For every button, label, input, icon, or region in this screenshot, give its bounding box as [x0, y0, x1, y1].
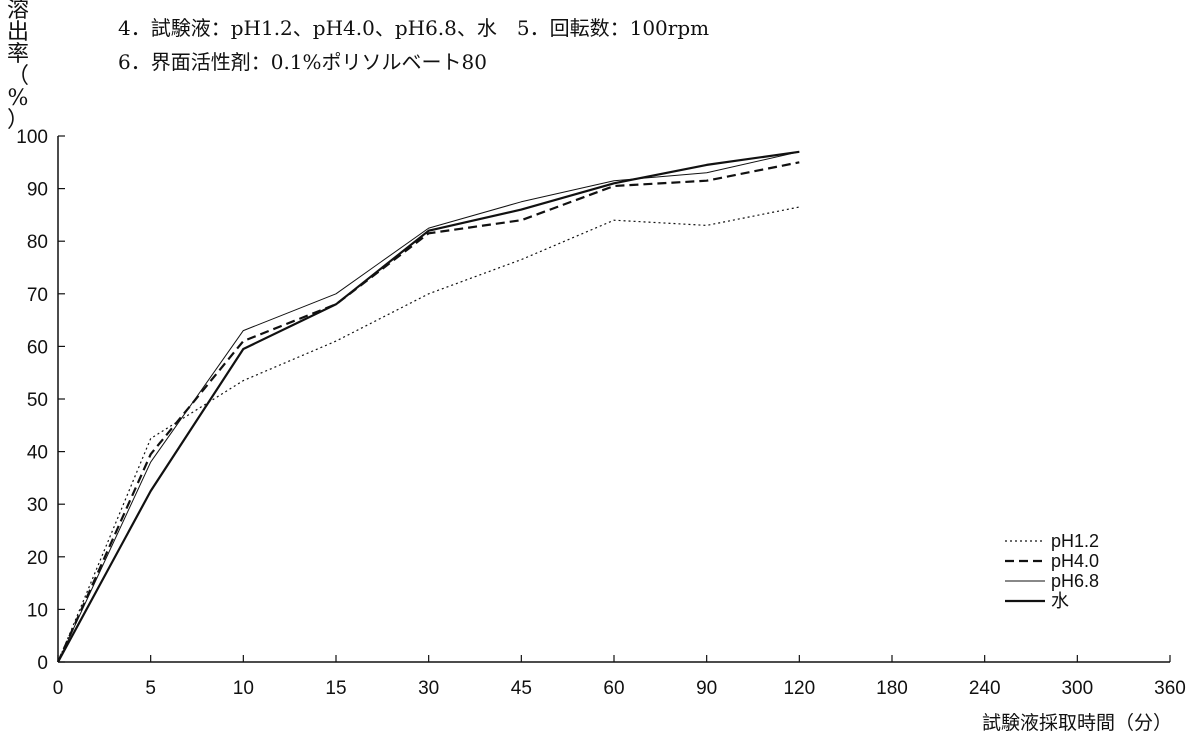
legend-label: pH6.8 [1051, 571, 1099, 591]
x-axis-label: 試験液採取時間（分） [981, 712, 1172, 734]
legend-label: pH1.2 [1051, 531, 1099, 551]
x-tick-label: 45 [511, 678, 532, 699]
x-tick-label: 0 [53, 678, 64, 699]
y-axis-label: 溶出率（%） [4, 0, 32, 132]
x-tick-label: 120 [783, 678, 815, 699]
x-tick-label: 300 [1061, 678, 1093, 699]
x-tick-label: 90 [696, 678, 717, 699]
y-tick-label: 100 [16, 127, 48, 148]
x-tick-label: 180 [876, 678, 908, 699]
y-tick-label: 40 [27, 443, 48, 464]
series-line-1 [57, 206, 800, 663]
test-conditions-line-1: 4．試験液：pH1.2、pH4.0、pH6.8、水 5．回転数：100rpm [118, 16, 710, 40]
y-axis-label-char: （ [6, 64, 29, 89]
legend-label: pH4.0 [1051, 551, 1099, 571]
series-line-3 [57, 151, 800, 663]
series-line-4 [57, 150, 800, 663]
y-tick-label: 80 [27, 232, 48, 253]
y-tick-label: 20 [27, 548, 48, 569]
legend-label: 水 [1051, 591, 1069, 611]
x-tick-label: 15 [325, 678, 346, 699]
y-axis-label-char: 率 [6, 42, 29, 67]
y-axis-label-char: ） [6, 108, 29, 133]
x-tick-label: 30 [418, 678, 439, 699]
x-tick-label: 5 [145, 678, 156, 699]
x-tick-label: 240 [969, 678, 1001, 699]
x-tick-label: 10 [233, 678, 254, 699]
series-line-2 [56, 161, 800, 663]
chart-axes: 0 10 20 30 40 50 60 70 80 90 100 0 5 10 15 30 45 60 90 120 1… [16, 127, 1186, 699]
x-tick-label: 360 [1154, 678, 1186, 699]
y-axis-label-char: 出 [6, 20, 29, 45]
y-axis-label-char: 溶 [6, 0, 29, 23]
test-conditions-line-2: 6．界面活性剤：0.1%ポリソルベート80 [118, 50, 487, 74]
y-tick-label: 0 [37, 653, 48, 674]
y-tick-label: 30 [27, 495, 48, 516]
y-tick-label: 50 [27, 390, 48, 411]
y-axis-label-char: % [7, 86, 29, 111]
y-tick-label: 60 [27, 337, 48, 358]
chart-series [56, 150, 800, 663]
y-tick-label: 10 [27, 600, 48, 621]
x-tick-label: 60 [603, 678, 624, 699]
y-tick-label: 90 [27, 180, 48, 201]
y-tick-label: 70 [27, 285, 48, 306]
